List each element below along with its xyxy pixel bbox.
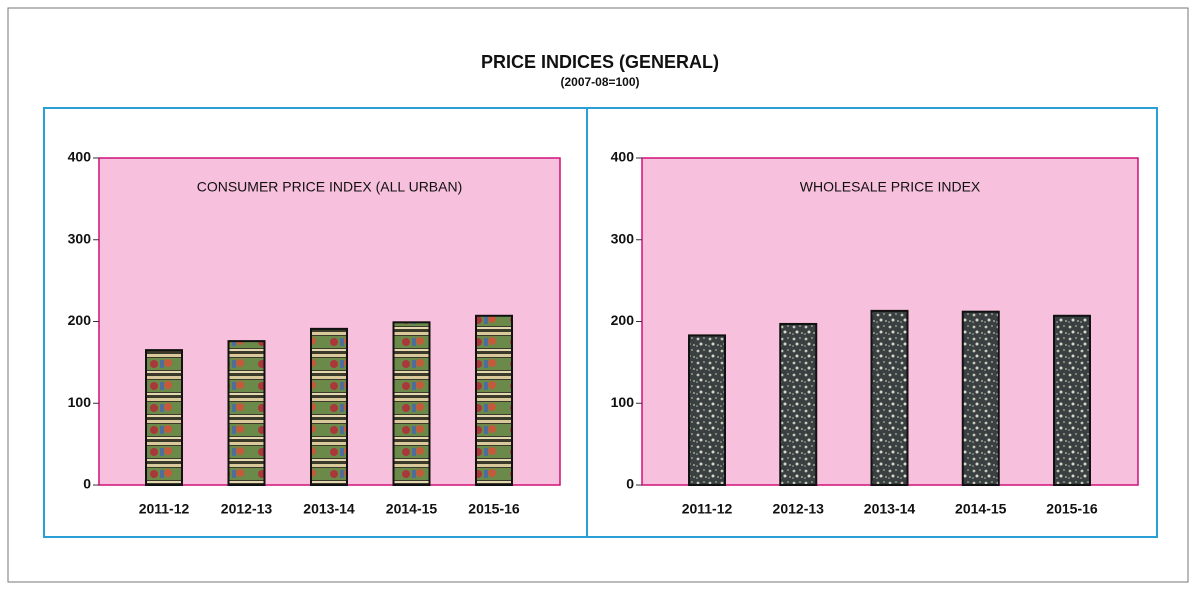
x-tick-label: 2012-13 xyxy=(773,501,825,517)
x-tick-label: 2015-16 xyxy=(1046,501,1098,517)
bar xyxy=(1053,314,1091,486)
bar xyxy=(310,327,348,487)
y-tick-label: 300 xyxy=(68,230,92,246)
x-tick-label: 2014-15 xyxy=(386,501,438,517)
y-tick-label: 300 xyxy=(611,230,635,246)
outer-frame xyxy=(7,7,1189,583)
bar xyxy=(227,340,266,486)
bar xyxy=(870,309,909,486)
bar xyxy=(392,321,431,486)
x-tick-label: 2014-15 xyxy=(955,501,1007,517)
y-tick-label: 100 xyxy=(68,394,92,410)
main-title: PRICE INDICES (GENERAL) xyxy=(481,52,719,72)
y-tick-label: 0 xyxy=(83,476,91,492)
x-tick-label: 2013-14 xyxy=(303,501,355,517)
y-tick-label: 100 xyxy=(611,394,635,410)
x-tick-label: 2013-14 xyxy=(864,501,916,517)
panel-frame xyxy=(586,107,1158,538)
y-tick-label: 200 xyxy=(68,312,92,328)
bar xyxy=(688,334,726,486)
bar xyxy=(145,349,183,486)
x-tick-label: 2011-12 xyxy=(682,501,733,517)
main-subtitle: (2007-08=100) xyxy=(560,75,639,89)
bar xyxy=(475,314,513,486)
y-tick-label: 200 xyxy=(611,312,635,328)
y-tick-label: 0 xyxy=(626,476,634,492)
panel-title: WHOLESALE PRICE INDEX xyxy=(800,179,981,195)
bar xyxy=(779,322,818,487)
x-tick-label: 2015-16 xyxy=(468,501,520,517)
y-tick-label: 400 xyxy=(68,149,92,165)
panel-title: CONSUMER PRICE INDEX (ALL URBAN) xyxy=(197,179,463,195)
y-tick-label: 400 xyxy=(611,149,635,165)
x-tick-label: 2012-13 xyxy=(221,501,273,517)
bar xyxy=(961,310,1000,486)
x-tick-label: 2011-12 xyxy=(139,501,190,517)
